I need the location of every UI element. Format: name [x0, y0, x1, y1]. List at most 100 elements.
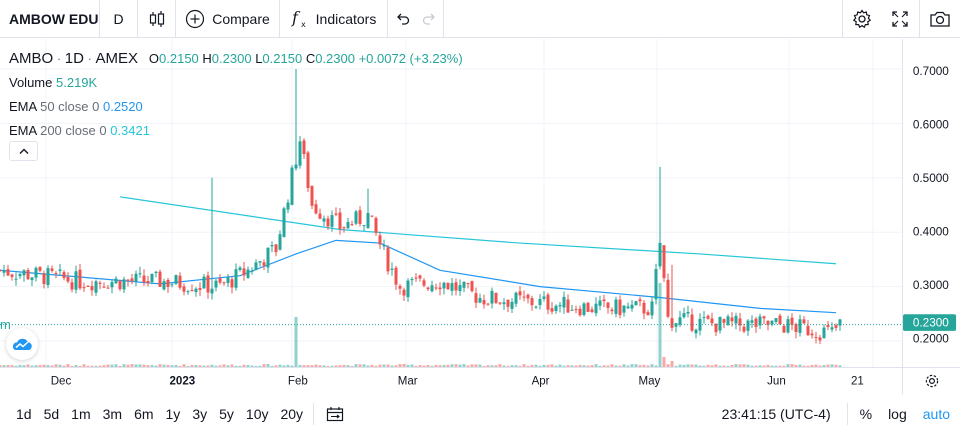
price-axis[interactable]: 0.7000 0.6000 0.5000 0.4000 0.3000 0.2000 0.2… [902, 39, 960, 367]
volume-bar [598, 365, 602, 367]
volume-bar [762, 365, 766, 367]
legend-exchange: AMEX [95, 50, 139, 67]
snapshot-button[interactable] [920, 0, 960, 38]
candle-body [126, 279, 130, 281]
log-toggle[interactable]: log [888, 406, 907, 422]
volume-bar [618, 365, 622, 367]
volume-bar [182, 364, 186, 367]
volume-bar [810, 364, 814, 367]
volume-bar [222, 364, 226, 367]
volume-bar [822, 365, 826, 367]
volume-bar [78, 365, 82, 367]
candle-body [334, 213, 338, 215]
time-tick-label: 21 [851, 375, 864, 387]
legend-ema50-row[interactable]: EMA 50 close 0 0.2520 [9, 95, 463, 119]
ema50-value: 0.2520 [102, 99, 143, 114]
range-button-6m[interactable]: 6m [134, 406, 154, 422]
candle-body [770, 320, 774, 325]
range-button-1y[interactable]: 1y [165, 406, 181, 422]
volume-bar [622, 364, 626, 367]
candle-body [170, 284, 174, 286]
candle-body [494, 292, 498, 303]
volume-bar [94, 365, 98, 367]
volume-bar [478, 364, 482, 367]
volume-bar [102, 365, 106, 367]
auto-toggle[interactable]: auto [922, 406, 950, 422]
undo-button[interactable] [388, 0, 416, 38]
date-range-button[interactable] [326, 406, 344, 422]
collapse-legend-button[interactable] [9, 141, 38, 161]
volume-bar [378, 364, 382, 367]
volume-bar [342, 364, 346, 367]
tradingview-logo[interactable] [6, 328, 38, 360]
legend-volume-row[interactable]: Volume 5.219K [9, 71, 463, 95]
clock-label[interactable]: 23:41:15 (UTC-4) [721, 406, 831, 422]
candle-body [382, 245, 386, 247]
volume-bar [166, 364, 170, 367]
candle-body [226, 277, 230, 284]
volume-bar [646, 365, 650, 367]
candle-body [150, 273, 154, 283]
price-tick-label: 0.6000 [913, 119, 949, 132]
candle-body [134, 273, 138, 282]
volume-bar [750, 365, 754, 367]
candle-body [182, 286, 186, 292]
candle-body [810, 333, 814, 336]
volume-bar [438, 365, 442, 367]
range-button-20y[interactable]: 20y [280, 406, 304, 422]
volume-bar [270, 365, 274, 367]
candle-body [358, 210, 362, 224]
candle-body [418, 275, 422, 279]
candle-body [274, 244, 278, 253]
range-button-5d[interactable]: 5d [43, 406, 60, 422]
ema50-line [0, 239, 837, 314]
settings-button[interactable] [843, 0, 881, 38]
volume-bar [6, 365, 10, 367]
legend-ticker[interactable]: AMBO [9, 50, 54, 67]
volume-bar [754, 365, 758, 367]
axis-settings-button[interactable] [902, 367, 960, 394]
candle-body [66, 276, 70, 282]
legend-ema200-row[interactable]: EMA 200 close 0 0.3421 [9, 119, 463, 143]
volume-bar [138, 364, 142, 367]
candle-body [570, 309, 574, 311]
low-value: 0.2150 [262, 51, 303, 66]
symbol-search[interactable]: AMBOW EDU [0, 0, 100, 38]
volume-bar [570, 365, 574, 367]
candle-body [478, 298, 482, 303]
interval-button[interactable]: D [100, 0, 138, 38]
time-axis[interactable]: Dec 2023 Feb Mar Apr May Jun 21 [0, 367, 902, 394]
candle-body [710, 318, 714, 324]
candle-body [290, 167, 294, 205]
high-value: 0.2300 [211, 51, 252, 66]
volume-bar [510, 365, 514, 367]
indicators-button[interactable]: f x Indicators [280, 0, 388, 38]
time-tick-label: 2023 [169, 375, 195, 387]
candle-body [14, 278, 18, 280]
candle-body [30, 277, 34, 280]
volume-bar [294, 317, 298, 367]
volume-bar [466, 365, 470, 367]
volume-bar [826, 364, 830, 367]
candles-style-button[interactable] [138, 0, 176, 38]
redo-icon [422, 13, 435, 25]
range-button-1d[interactable]: 1d [16, 406, 32, 422]
range-button-10y[interactable]: 10y [245, 406, 269, 422]
fullscreen-button[interactable] [881, 0, 919, 38]
price-chart[interactable]: m [0, 39, 960, 367]
candle-body [622, 305, 626, 313]
candle-body [534, 306, 538, 308]
compare-button[interactable]: Compare [176, 0, 280, 38]
candle-body [562, 296, 566, 308]
price-tick-label: 0.3000 [913, 279, 949, 292]
volume-bar [606, 365, 610, 367]
range-button-1m[interactable]: 1m [71, 406, 91, 422]
range-button-5y[interactable]: 5y [219, 406, 234, 422]
redo-button[interactable] [416, 0, 444, 38]
candle-body [630, 304, 634, 309]
volume-bar [582, 365, 586, 367]
range-button-3y[interactable]: 3y [192, 406, 208, 422]
volume-bar [206, 365, 210, 367]
percent-toggle[interactable]: % [859, 406, 873, 422]
range-button-3m[interactable]: 3m [102, 406, 123, 422]
